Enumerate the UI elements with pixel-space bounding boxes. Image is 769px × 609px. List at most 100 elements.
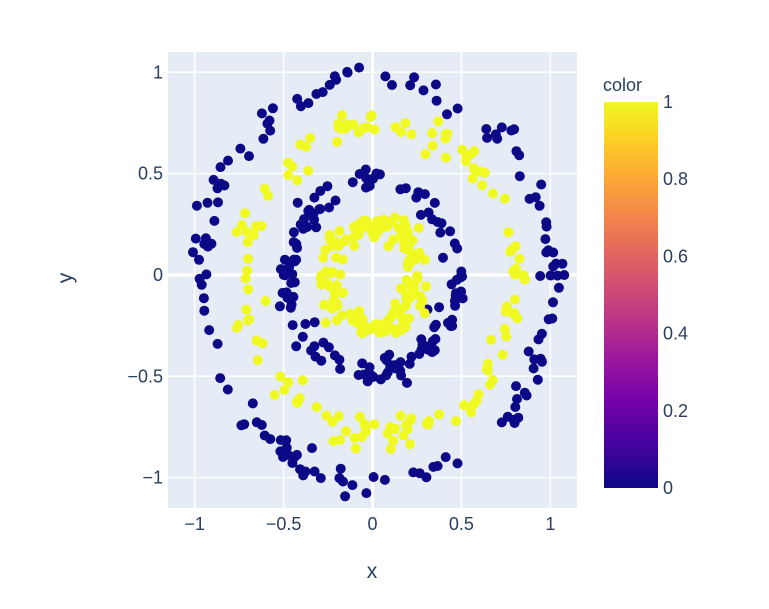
scatter-point	[438, 252, 448, 263]
scatter-point	[456, 266, 467, 277]
scatter-point	[369, 124, 380, 135]
scatter-point	[427, 140, 438, 151]
scatter-point	[406, 413, 417, 424]
colorbar-tick-label: 1	[663, 92, 673, 112]
x-tick-label: −0.5	[266, 514, 302, 534]
scatter-point	[457, 144, 468, 155]
colorbar: color 1 0.8 0.6 0.4 0.2 0	[603, 75, 688, 498]
scatter-point	[320, 317, 331, 328]
scatter-point	[505, 246, 516, 257]
scatter-point	[242, 265, 253, 276]
x-tick-label: 1	[545, 514, 555, 534]
scatter-point	[347, 480, 358, 491]
scatter-point	[396, 370, 407, 381]
scatter-point	[388, 435, 399, 446]
scatter-point	[329, 350, 340, 361]
scatter-point	[215, 162, 226, 173]
scatter-point	[389, 212, 400, 223]
scatter-point	[342, 67, 353, 78]
scatter-point	[404, 237, 415, 248]
scatter-point	[420, 281, 431, 292]
scatter-point	[287, 458, 298, 468]
scatter-point	[451, 274, 462, 285]
scatter-point	[509, 418, 520, 428]
scatter-point	[291, 341, 302, 352]
scatter-point	[251, 335, 262, 346]
scatter-point	[260, 296, 271, 306]
scatter-point	[388, 323, 398, 334]
scatter-point	[275, 371, 286, 382]
scatter-point	[540, 234, 551, 245]
points-layer	[188, 62, 570, 502]
scatter-point	[413, 222, 424, 233]
scatter-point	[291, 254, 302, 265]
scatter-point	[529, 354, 540, 365]
scatter-point	[243, 253, 254, 264]
scatter-point	[509, 294, 520, 305]
scatter-point	[442, 128, 453, 139]
scatter-point	[361, 173, 372, 184]
scatter-point	[419, 308, 430, 319]
scatter-point	[371, 228, 382, 239]
scatter-point	[405, 439, 415, 450]
colorbar-tick-label: 0	[663, 478, 673, 498]
scatter-point	[440, 452, 451, 463]
scatter-point	[295, 139, 306, 150]
scatter-point	[318, 337, 329, 348]
scatter-point	[243, 284, 254, 295]
scatter-point	[528, 363, 539, 374]
scatter-point	[519, 387, 530, 398]
scatter-point	[316, 355, 327, 366]
scatter-point	[321, 266, 332, 277]
scatter-point	[287, 269, 298, 280]
scatter-point	[316, 279, 327, 290]
scatter-point	[236, 420, 247, 431]
scatter-point	[191, 200, 202, 211]
y-tick-label: 0.5	[138, 164, 163, 184]
colorbar-tick-label: 0.6	[663, 246, 688, 266]
y-axis-title: y	[54, 272, 77, 283]
scatter-point	[421, 418, 432, 429]
scatter-point	[188, 247, 198, 258]
scatter-point	[536, 179, 547, 190]
scatter-point	[303, 205, 314, 216]
scatter-point	[430, 79, 441, 90]
scatter-point	[223, 155, 233, 166]
scatter-point	[379, 352, 390, 363]
scatter-point	[400, 183, 411, 194]
colorbar-tick-label: 0.8	[663, 169, 688, 189]
scatter-point	[194, 273, 205, 284]
y-tick-label: 0	[153, 265, 163, 285]
scatter-point	[482, 358, 493, 369]
scatter-point	[452, 458, 463, 469]
scatter-point	[309, 466, 320, 477]
scatter-point	[443, 317, 453, 328]
scatter-point	[390, 423, 400, 434]
scatter-point	[417, 339, 428, 350]
scatter-point	[357, 431, 368, 442]
scatter-point	[368, 472, 379, 482]
scatter-point	[350, 443, 361, 454]
scatter-point	[267, 103, 278, 114]
scatter-point	[302, 221, 313, 232]
scatter-point	[340, 234, 351, 245]
scatter-point	[412, 273, 423, 284]
scatter-point	[501, 331, 512, 342]
scatter-point	[354, 411, 365, 422]
scatter-point	[256, 420, 267, 430]
x-axis-title: x	[367, 560, 378, 583]
scatter-point	[251, 221, 262, 232]
scatter-point	[418, 85, 429, 96]
scatter-point	[347, 177, 358, 188]
scatter-point	[322, 181, 333, 192]
scatter-point	[398, 215, 409, 226]
scatter-point	[213, 197, 223, 208]
scatter-point	[279, 384, 290, 395]
scatter-point	[501, 301, 512, 312]
scatter-point	[552, 270, 563, 281]
scatter-point	[402, 377, 412, 388]
scatter-point	[398, 430, 409, 441]
scatter-point	[375, 374, 386, 385]
scatter-point	[353, 127, 364, 138]
scatter-point	[283, 157, 294, 168]
